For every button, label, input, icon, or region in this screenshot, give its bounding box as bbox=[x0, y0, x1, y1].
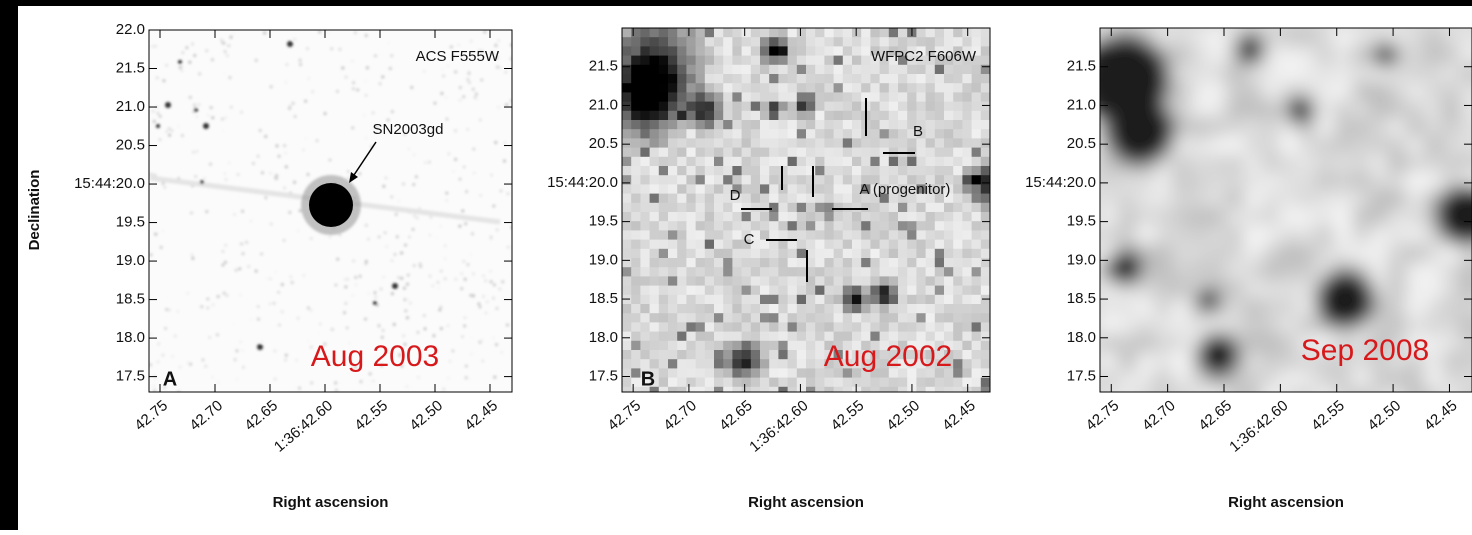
y-tick-label: 17.5 bbox=[116, 368, 145, 385]
x-tick-label: 42.45 bbox=[939, 397, 979, 434]
x-tick-label: 1:36:42.60 bbox=[746, 397, 811, 456]
y-tick-label: 20.5 bbox=[116, 137, 145, 154]
y-tick-label: 21.5 bbox=[589, 58, 618, 75]
y-tick-label: 18.5 bbox=[1067, 290, 1096, 307]
y-tick-label: 19.0 bbox=[116, 252, 145, 269]
x-tick-label: 42.55 bbox=[828, 397, 868, 434]
image bbox=[1100, 28, 1472, 392]
annotation: D bbox=[730, 187, 741, 204]
date-label: Aug 2003 bbox=[311, 340, 439, 373]
y-tick-label: 20.5 bbox=[589, 135, 618, 152]
x-axis-label: Right ascension bbox=[273, 494, 389, 511]
y-tick-label: 17.5 bbox=[589, 367, 618, 384]
y-tick-label: 19.0 bbox=[589, 251, 618, 268]
x-tick-label: 42.75 bbox=[605, 397, 645, 434]
y-tick-label: 21.5 bbox=[1067, 58, 1096, 75]
y-tick-label: 21.5 bbox=[116, 59, 145, 76]
x-tick-label: 42.50 bbox=[883, 397, 923, 434]
x-tick-label: 1:36:42.60 bbox=[1226, 397, 1291, 456]
date-label: Sep 2008 bbox=[1301, 334, 1429, 367]
y-axis-label: Declination bbox=[26, 170, 43, 251]
y-tick-label: 21.0 bbox=[1067, 96, 1096, 113]
image bbox=[149, 30, 512, 392]
image bbox=[622, 28, 990, 392]
x-tick-label: 42.65 bbox=[1195, 397, 1235, 434]
y-tick-label: 19.5 bbox=[589, 213, 618, 230]
x-axis-label: Right ascension bbox=[1228, 494, 1344, 511]
x-tick-label: 42.75 bbox=[1083, 397, 1123, 434]
arrow bbox=[351, 141, 377, 179]
y-tick-label: 18.0 bbox=[116, 329, 145, 346]
x-tick-label: 42.50 bbox=[1365, 397, 1405, 434]
panel-letter: B bbox=[641, 368, 655, 390]
x-tick-label: 42.70 bbox=[1139, 397, 1179, 434]
arrow-head bbox=[349, 172, 358, 183]
annotation: A (progenitor) bbox=[860, 181, 951, 198]
marker-lines bbox=[741, 98, 915, 282]
y-tick-label: 15:44:20.0 bbox=[547, 174, 618, 191]
x-tick-label: 42.50 bbox=[406, 397, 446, 434]
y-tick-label: 18.5 bbox=[589, 290, 618, 307]
y-tick-label: 21.0 bbox=[589, 96, 618, 113]
x-tick-label: 42.65 bbox=[716, 397, 756, 434]
y-tick-label: 19.0 bbox=[1067, 251, 1096, 268]
y-tick-label: 17.5 bbox=[1067, 367, 1096, 384]
x-tick-label: 42.55 bbox=[1308, 397, 1348, 434]
x-tick-label: 42.45 bbox=[1421, 397, 1461, 434]
x-tick-label: 42.65 bbox=[241, 397, 281, 434]
axes-frame bbox=[621, 27, 991, 393]
axes-frame bbox=[148, 29, 513, 393]
x-tick-label: 42.70 bbox=[660, 397, 700, 434]
y-tick-label: 18.0 bbox=[589, 329, 618, 346]
x-tick-label: 42.70 bbox=[186, 397, 226, 434]
instrument-label: WFPC2 F606W bbox=[871, 48, 977, 65]
annotation: B bbox=[913, 123, 923, 140]
annotation: C bbox=[744, 231, 755, 248]
y-tick-label: 15:44:20.0 bbox=[1025, 174, 1096, 191]
frame-border bbox=[0, 0, 18, 530]
x-tick-label: 42.75 bbox=[131, 397, 171, 434]
instrument-label: ACS F555W bbox=[416, 48, 500, 65]
y-tick-label: 18.5 bbox=[116, 291, 145, 308]
y-tick-label: 15:44:20.0 bbox=[74, 175, 145, 192]
y-tick-label: 19.5 bbox=[1067, 213, 1096, 230]
axes-frame bbox=[1099, 27, 1472, 393]
date-label: Aug 2002 bbox=[824, 340, 952, 373]
y-tick-label: 19.5 bbox=[116, 214, 145, 231]
frame-border bbox=[0, 0, 1472, 6]
y-tick-label: 20.5 bbox=[1067, 135, 1096, 152]
x-tick-label: 42.55 bbox=[351, 397, 391, 434]
y-tick-label: 22.0 bbox=[116, 21, 145, 38]
annotation: SN2003gd bbox=[373, 121, 444, 138]
x-tick-label: 1:36:42.60 bbox=[271, 397, 336, 456]
x-tick-label: 42.45 bbox=[461, 397, 501, 434]
panel-letter: A bbox=[163, 368, 177, 390]
x-axis-label: Right ascension bbox=[748, 494, 864, 511]
y-tick-label: 18.0 bbox=[1067, 329, 1096, 346]
y-tick-label: 21.0 bbox=[116, 98, 145, 115]
